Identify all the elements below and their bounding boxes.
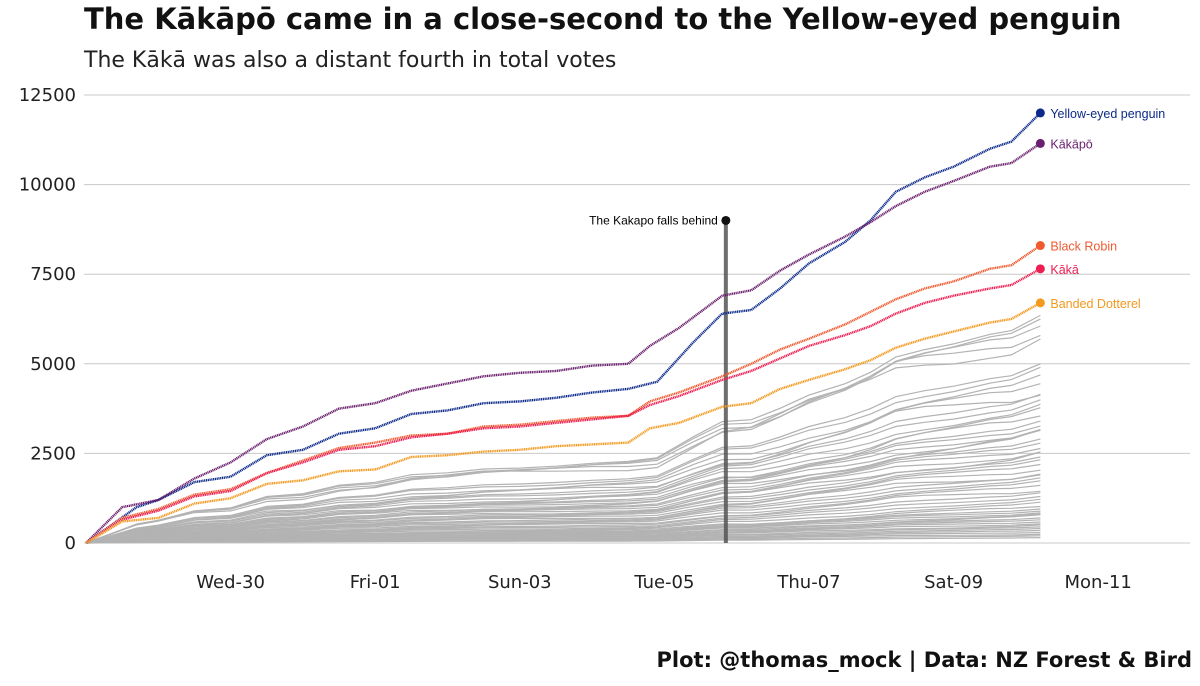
series-end-point	[1035, 264, 1045, 274]
series-line	[85, 142, 1042, 544]
series-labels: Yellow-eyed penguin Kākāpō Black Robin Kākā…	[1050, 107, 1165, 311]
other-species-line	[85, 442, 1041, 544]
other-species-line	[85, 463, 1041, 544]
gridlines	[84, 94, 1190, 544]
other-species-line	[85, 393, 1041, 544]
y-tick-label: 10000	[19, 175, 76, 196]
other-species-line	[85, 383, 1041, 544]
other-species-line	[85, 484, 1041, 544]
other-species-line	[85, 363, 1041, 544]
annotation-marker: The Kakapo falls behind	[589, 213, 731, 543]
series-line	[85, 112, 1042, 544]
y-tick-label: 2500	[30, 443, 76, 464]
other-species-line	[85, 420, 1041, 544]
series-line	[85, 301, 1041, 545]
other-species-line	[85, 490, 1041, 544]
y-tick-label: 7500	[30, 264, 76, 285]
other-species-line	[85, 451, 1041, 544]
other-species-line	[85, 492, 1041, 544]
other-species-line	[85, 469, 1041, 544]
other-species-line	[85, 366, 1041, 544]
series-end-point	[1035, 241, 1045, 251]
other-species-lines	[85, 314, 1041, 544]
other-species-line	[85, 474, 1041, 544]
other-species-line	[85, 505, 1041, 544]
other-species-line	[85, 338, 1041, 544]
series-label: Banded Dotterel	[1050, 297, 1140, 311]
annotation-point	[721, 215, 731, 225]
series-label: Yellow-eyed penguin	[1050, 107, 1165, 121]
series-end-point	[1035, 138, 1045, 148]
other-species-line	[85, 415, 1041, 544]
series-end-point	[1035, 108, 1045, 118]
other-species-line	[85, 334, 1041, 544]
other-species-line	[85, 537, 1041, 544]
other-species-line	[85, 447, 1041, 544]
series-label: Kākāpō	[1050, 137, 1092, 151]
caption: Plot: @thomas_mock | Data: NZ Forest & B…	[656, 648, 1192, 672]
highlight-species-lines	[85, 108, 1045, 545]
x-tick-label: Wed-30	[196, 572, 265, 593]
other-species-line	[85, 425, 1041, 544]
x-tick-label: Fri-01	[350, 572, 401, 593]
annotation-label: The Kakapo falls behind	[589, 213, 718, 227]
series-line	[85, 267, 1041, 545]
x-axis-tick-labels: Wed-30 Fri-01 Sun-03 Tue-05 Thu-07 Sat-09 Mon-…	[196, 572, 1132, 593]
y-tick-label: 12500	[19, 85, 76, 106]
chart-title: The Kākāpō came in a close-second to the…	[84, 2, 1122, 36]
x-tick-label: Thu-07	[776, 572, 840, 593]
series-label: Kākā	[1050, 263, 1079, 277]
x-tick-label: Mon-11	[1065, 572, 1132, 593]
x-tick-label: Sun-03	[488, 572, 552, 593]
other-species-line	[85, 495, 1041, 544]
chart-subtitle: The Kākā was also a distant fourth in to…	[84, 48, 617, 73]
y-tick-label: 5000	[30, 354, 76, 375]
other-species-line	[85, 399, 1041, 544]
y-axis-tick-labels: 0 2500 5000 7500 10000 12500	[19, 85, 76, 554]
series-end-point	[1035, 298, 1045, 308]
other-species-line	[85, 394, 1041, 544]
series-label: Black Robin	[1050, 240, 1117, 254]
x-tick-label: Tue-05	[633, 572, 694, 593]
y-tick-label: 0	[65, 533, 76, 554]
x-tick-label: Sat-09	[924, 572, 983, 593]
other-species-line	[85, 428, 1041, 544]
